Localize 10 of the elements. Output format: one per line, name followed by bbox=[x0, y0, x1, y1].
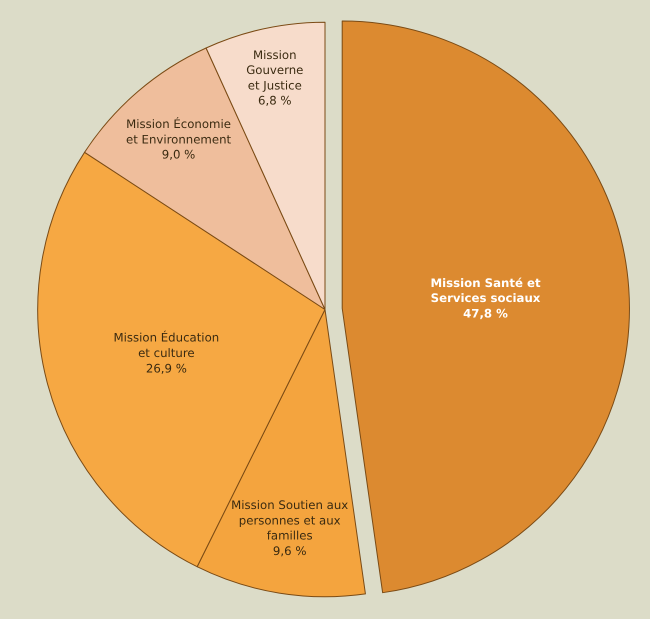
data-label: 26,9 % bbox=[146, 361, 187, 376]
slice-label: Mission Économie et Environnement bbox=[126, 117, 232, 146]
data-label: 9,0 % bbox=[162, 148, 196, 162]
slice-label: Mission Éducation et culture bbox=[114, 330, 220, 360]
data-label: 47,8 % bbox=[463, 306, 508, 320]
slice-label: Mission Santé et Services sociaux bbox=[430, 276, 541, 306]
slice-label: Mission Gouverne et Justice bbox=[246, 48, 304, 92]
data-label: 6,8 % bbox=[258, 94, 292, 108]
slice-label: Mission Soutien aux personnes et aux familles bbox=[231, 498, 348, 543]
data-label: 9,6 % bbox=[272, 544, 306, 558]
